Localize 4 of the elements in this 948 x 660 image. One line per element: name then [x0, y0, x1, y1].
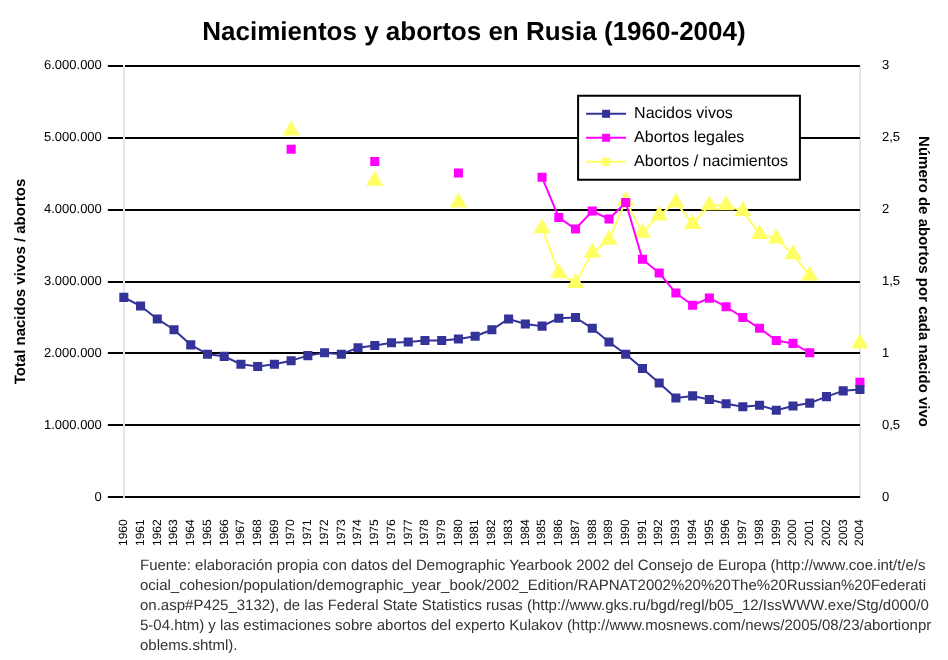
legend-label: Nacidos vivos — [634, 104, 733, 123]
chart-title: Nacimientos y abortos en Rusia (1960-2004) — [200, 16, 748, 50]
legend-label: Abortos legales — [634, 128, 745, 147]
legend-label: Abortos / nacimientos — [634, 152, 788, 171]
